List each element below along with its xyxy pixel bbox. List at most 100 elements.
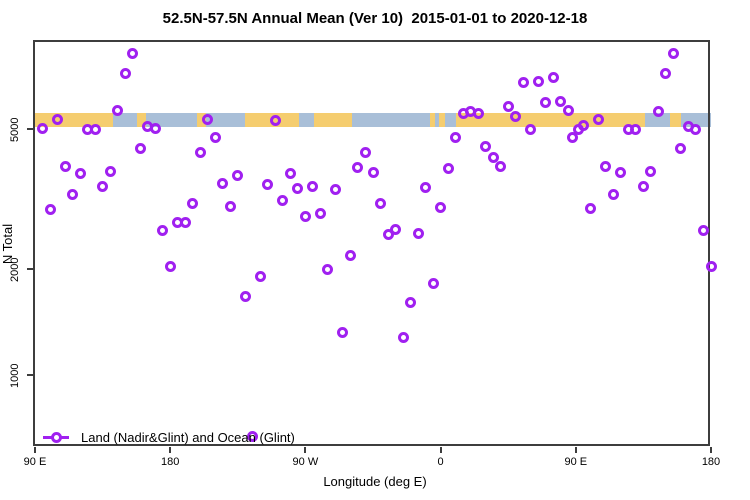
data-point[interactable]: [675, 143, 687, 155]
data-point[interactable]: [194, 146, 206, 158]
data-point[interactable]: [525, 123, 537, 135]
y-axis-tick: [27, 374, 33, 377]
plot-area: [33, 40, 710, 446]
data-point[interactable]: [344, 250, 356, 262]
data-point[interactable]: [284, 168, 296, 180]
data-point[interactable]: [269, 115, 281, 127]
data-point[interactable]: [532, 76, 544, 88]
data-point[interactable]: [89, 124, 101, 136]
data-point[interactable]: [652, 106, 664, 118]
data-point[interactable]: [412, 227, 424, 239]
data-point[interactable]: [164, 260, 176, 272]
data-point[interactable]: [607, 189, 619, 201]
x-axis-tick-label: 180: [161, 456, 180, 468]
data-point[interactable]: [637, 180, 649, 192]
data-point[interactable]: [367, 167, 379, 179]
x-axis-tick: [574, 447, 577, 453]
y-axis-tick-label: 1000: [9, 363, 21, 389]
data-point[interactable]: [59, 161, 71, 173]
data-point[interactable]: [119, 68, 131, 80]
data-point[interactable]: [74, 168, 86, 180]
data-point[interactable]: [450, 131, 462, 143]
y-axis-tick-label: 5000: [9, 117, 21, 143]
data-point[interactable]: [247, 430, 259, 442]
legend-label: Land (Nadir&Glint) and Ocean (Glint): [81, 429, 295, 445]
data-point[interactable]: [480, 140, 492, 152]
data-point[interactable]: [52, 114, 64, 126]
data-point[interactable]: [405, 296, 417, 308]
data-point[interactable]: [577, 120, 589, 132]
data-point[interactable]: [615, 167, 627, 179]
data-point[interactable]: [427, 277, 439, 289]
data-point[interactable]: [157, 225, 169, 237]
y-axis-tick: [27, 268, 33, 271]
data-point[interactable]: [307, 180, 319, 192]
data-point[interactable]: [262, 179, 274, 191]
data-point[interactable]: [397, 331, 409, 343]
data-point[interactable]: [442, 163, 454, 175]
data-point[interactable]: [127, 48, 139, 60]
data-point[interactable]: [187, 197, 199, 209]
legend-marker-icon: [51, 431, 62, 443]
data-point[interactable]: [239, 291, 251, 303]
data-point[interactable]: [359, 146, 371, 158]
data-point[interactable]: [585, 202, 597, 214]
data-point[interactable]: [322, 264, 334, 276]
data-point[interactable]: [149, 122, 161, 134]
x-axis-title: Longitude (deg E): [323, 474, 427, 489]
data-point[interactable]: [540, 97, 552, 109]
data-point[interactable]: [472, 108, 484, 120]
data-point[interactable]: [179, 217, 191, 229]
data-point[interactable]: [104, 166, 116, 178]
data-point[interactable]: [329, 184, 341, 196]
data-point[interactable]: [37, 122, 48, 134]
data-point[interactable]: [292, 183, 304, 195]
data-point[interactable]: [645, 166, 657, 178]
data-point[interactable]: [705, 260, 717, 272]
data-point[interactable]: [600, 161, 612, 173]
data-point[interactable]: [567, 131, 579, 143]
x-axis-tick-label: 90 E: [564, 456, 588, 468]
data-point[interactable]: [254, 271, 266, 283]
data-point[interactable]: [209, 132, 221, 144]
x-axis-tick-label: 0: [437, 456, 444, 468]
data-point[interactable]: [502, 101, 514, 113]
data-point[interactable]: [555, 95, 567, 107]
data-point[interactable]: [547, 71, 559, 83]
data-point[interactable]: [112, 105, 124, 117]
data-point[interactable]: [97, 180, 109, 192]
legend-line-sample: [43, 431, 69, 443]
data-point[interactable]: [314, 208, 326, 220]
data-point[interactable]: [224, 200, 236, 212]
data-point[interactable]: [420, 182, 432, 194]
data-point[interactable]: [375, 197, 386, 209]
data-point[interactable]: [299, 210, 311, 222]
data-point[interactable]: [517, 77, 529, 89]
data-point[interactable]: [352, 162, 364, 174]
data-point[interactable]: [67, 189, 79, 201]
y-axis-title: N Total: [0, 223, 15, 265]
data-point[interactable]: [495, 161, 507, 173]
data-point[interactable]: [44, 203, 56, 215]
data-point[interactable]: [510, 111, 522, 123]
data-point[interactable]: [592, 114, 604, 126]
data-point[interactable]: [487, 152, 499, 164]
data-point[interactable]: [277, 194, 289, 206]
data-point[interactable]: [337, 327, 349, 339]
data-point[interactable]: [697, 225, 709, 237]
data-point[interactable]: [134, 143, 146, 155]
x-axis-tick-label: 90 E: [23, 456, 47, 468]
data-point[interactable]: [562, 105, 574, 117]
data-point[interactable]: [435, 201, 447, 213]
data-point[interactable]: [630, 124, 642, 136]
data-point[interactable]: [382, 229, 394, 241]
data-point[interactable]: [232, 170, 244, 182]
data-point[interactable]: [667, 48, 679, 60]
data-point[interactable]: [202, 114, 214, 126]
data-point[interactable]: [690, 123, 702, 135]
data-point[interactable]: [217, 178, 229, 190]
data-point[interactable]: [660, 68, 672, 80]
data-point[interactable]: [390, 224, 402, 236]
x-axis-tick: [34, 447, 36, 453]
